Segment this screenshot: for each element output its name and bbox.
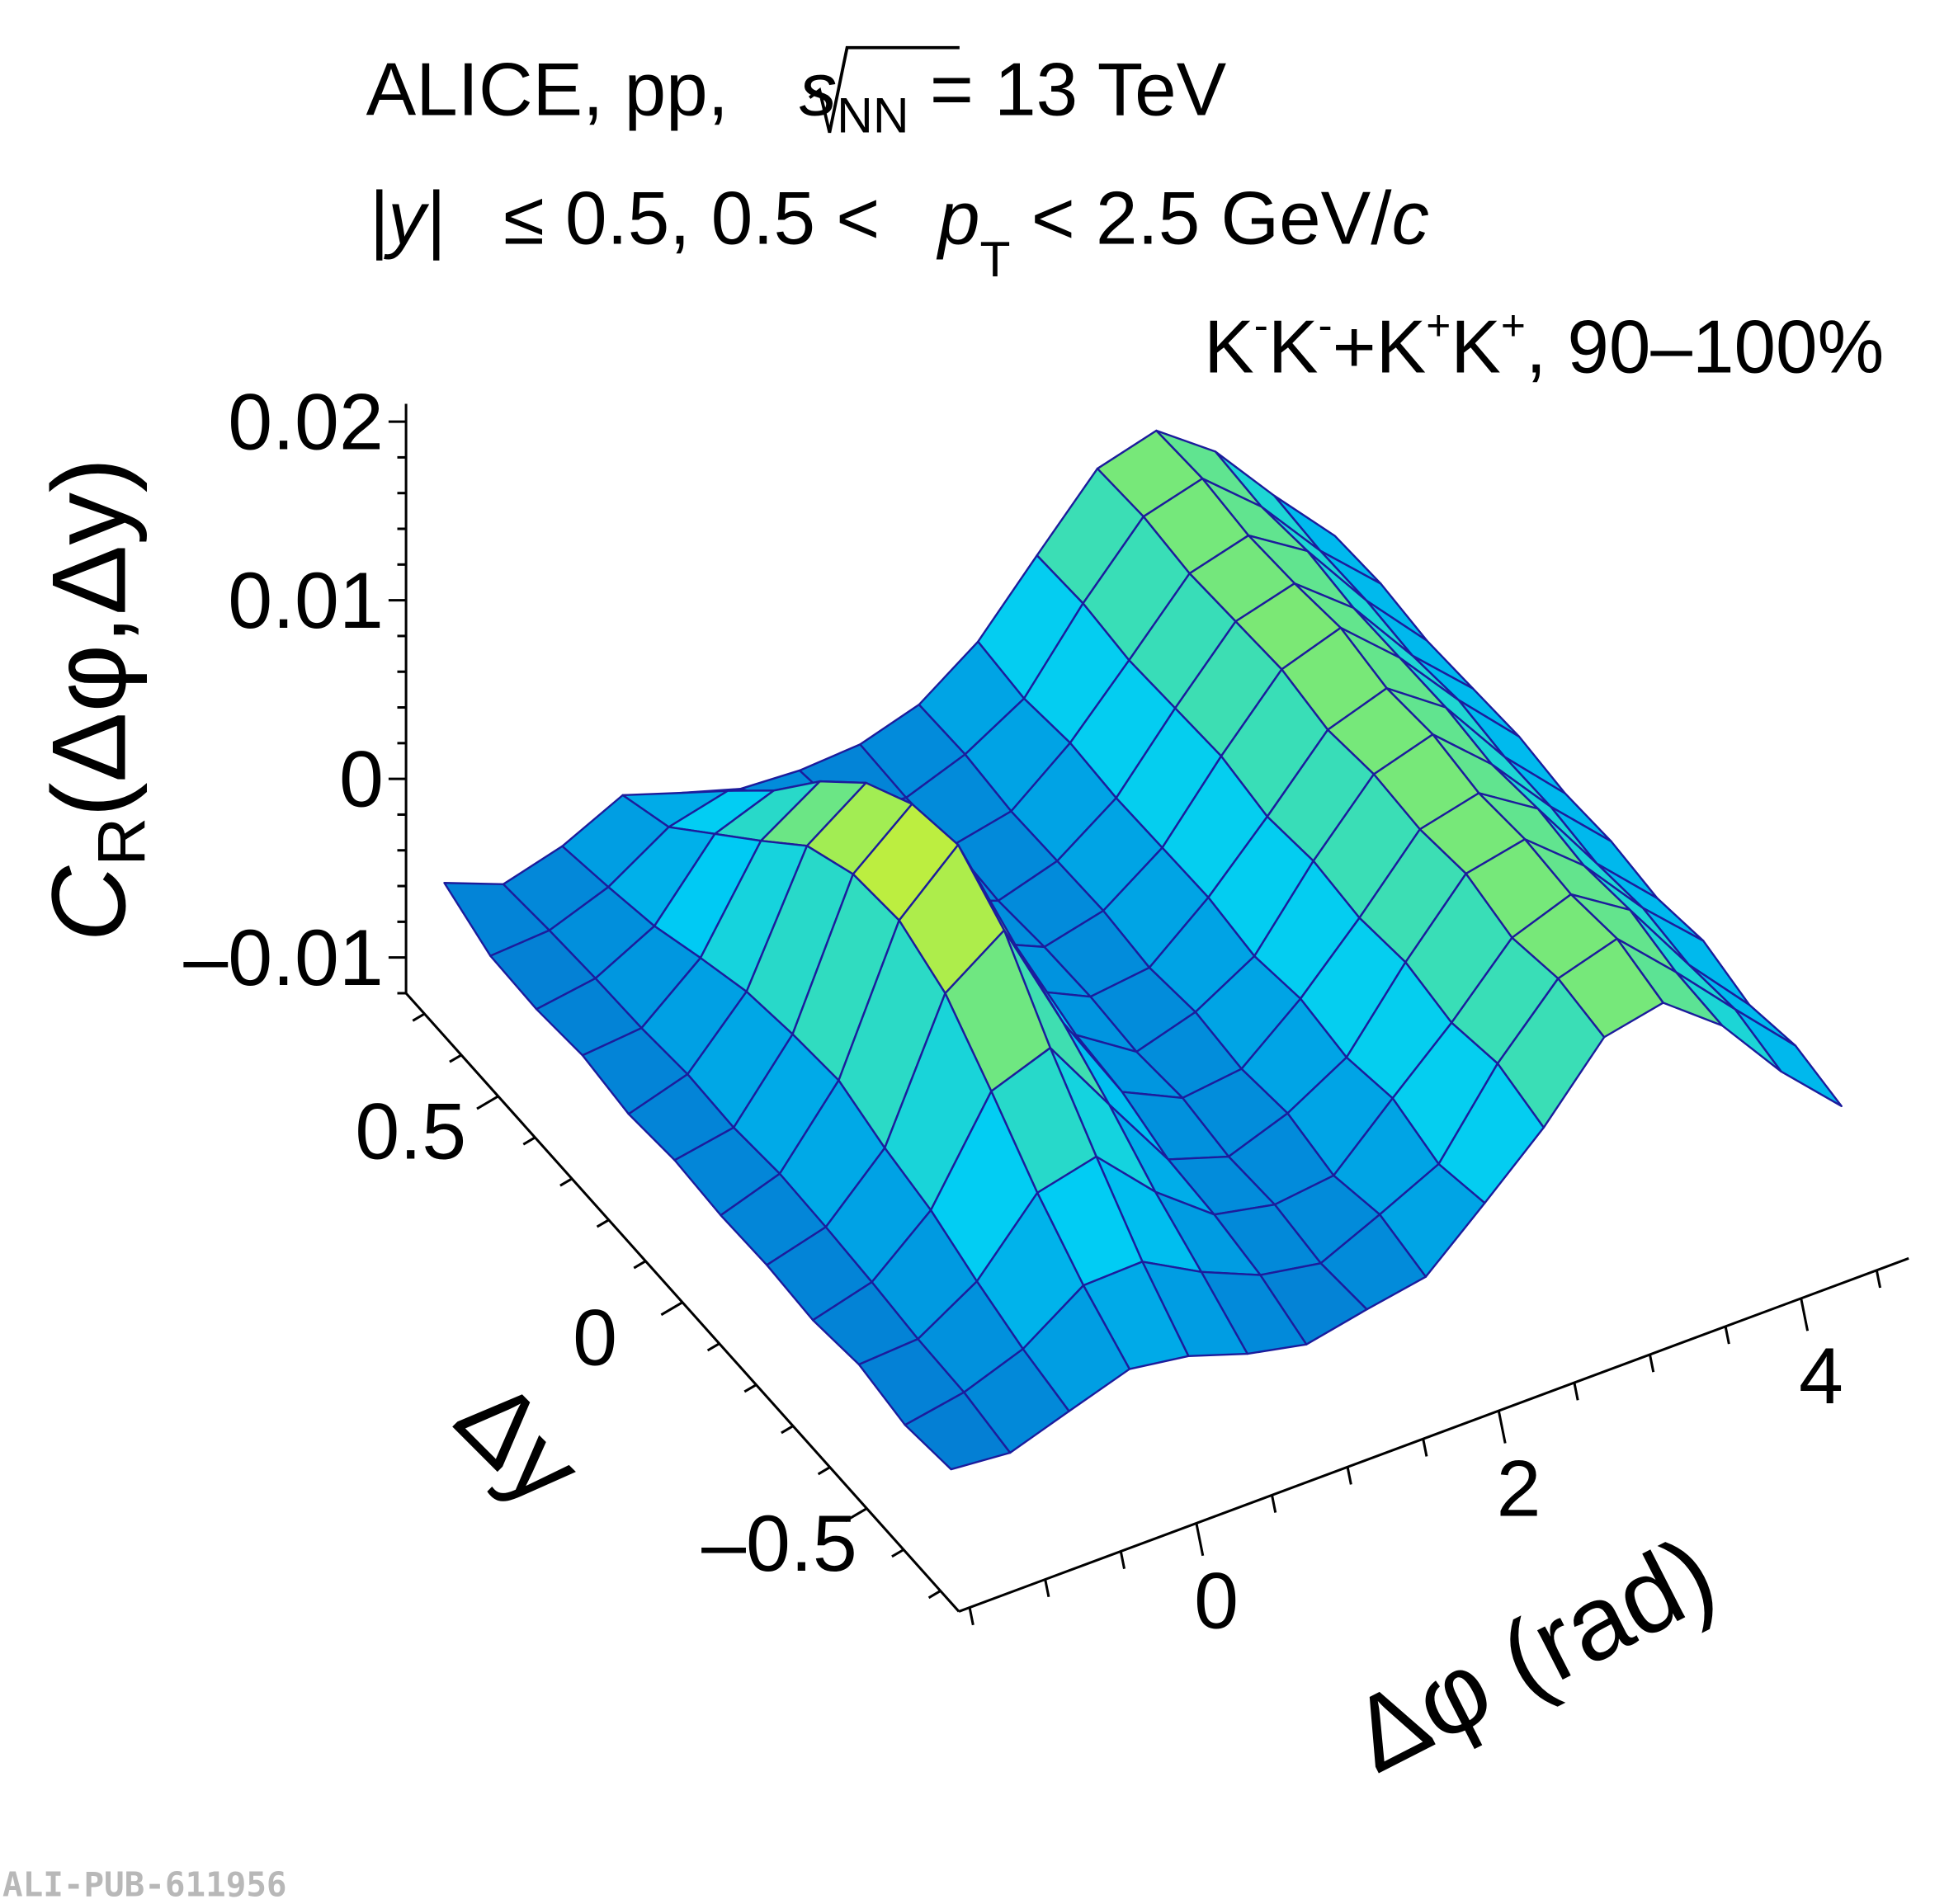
x-minor-tick <box>1573 1382 1579 1401</box>
y-major-tick <box>660 1301 683 1317</box>
z-tick-label: –0.01 <box>183 912 383 1002</box>
surface-cell <box>904 1391 1012 1471</box>
y-minor-tick <box>706 1342 720 1352</box>
y-tick-label: 0 <box>573 1292 617 1382</box>
x-minor-tick <box>1044 1579 1050 1598</box>
axes <box>388 403 1909 1626</box>
sqrt-sign <box>809 45 960 134</box>
x-minor-tick <box>1271 1495 1277 1513</box>
x-minor-tick <box>1649 1354 1655 1373</box>
x-minor-tick <box>1724 1326 1730 1345</box>
y-minor-tick <box>412 1012 426 1022</box>
x-major-tick <box>1195 1523 1205 1557</box>
surface-mesh <box>443 429 1843 1471</box>
y-minor-tick <box>559 1177 573 1187</box>
y-minor-tick <box>781 1425 794 1435</box>
header-line1: ALICE, pp, sNN = 13 TeV <box>366 49 1227 149</box>
y-major-tick <box>476 1095 499 1110</box>
x-minor-tick <box>968 1607 974 1626</box>
x-axis-title: Δφ (rad) <box>1333 1514 1732 1794</box>
x-tick-label: 2 <box>1497 1443 1541 1533</box>
z-axis-title: CR(Δφ,Δy) <box>30 458 159 942</box>
y-minor-tick <box>891 1548 904 1558</box>
x-tick-label: 0 <box>1194 1556 1239 1646</box>
x-axis-line <box>958 1256 1909 1613</box>
z-tick-label: 0.02 <box>228 376 384 466</box>
y-minor-tick <box>927 1590 941 1600</box>
y-major-tick <box>844 1507 868 1522</box>
z-tick-label: 0 <box>339 733 384 823</box>
header-line3: K-K-+K+K+, 90–100% <box>1204 301 1884 389</box>
x-minor-tick <box>1119 1551 1126 1569</box>
y-minor-tick <box>522 1136 536 1146</box>
watermark: ALI-PUB-611956 <box>2 1865 287 1904</box>
y-minor-tick <box>743 1383 757 1393</box>
y-axis-title: Δy <box>434 1357 604 1527</box>
y-minor-tick <box>633 1260 647 1270</box>
axis-labels: –0.01 0 0.01 0.02 –0.5 0 0.5 0 2 4 <box>183 376 1843 1645</box>
y-minor-tick <box>817 1466 831 1476</box>
y-tick-label: 0.5 <box>355 1086 466 1176</box>
x-major-tick <box>1497 1410 1507 1444</box>
x-major-tick <box>1800 1298 1810 1331</box>
x-minor-tick <box>1346 1466 1352 1485</box>
y-tick-label: –0.5 <box>701 1498 857 1588</box>
surface-cell <box>1734 1008 1843 1108</box>
header-line2: |y| ≤ 0.5, 0.5 < pT < 2.5 GeV/c <box>369 177 1429 293</box>
z-tick-label: 0.01 <box>228 555 384 645</box>
x-minor-tick <box>1875 1270 1882 1289</box>
y-minor-tick <box>596 1218 610 1228</box>
x-minor-tick <box>1422 1438 1428 1457</box>
y-minor-tick <box>449 1053 462 1063</box>
x-tick-label: 4 <box>1799 1331 1843 1421</box>
